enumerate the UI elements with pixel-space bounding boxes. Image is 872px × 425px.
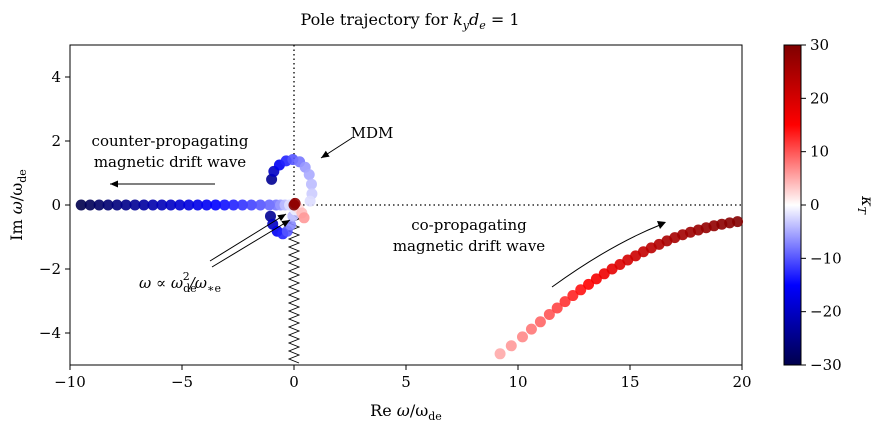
data-point-s0-p8 — [147, 199, 159, 211]
branch-cut-zigzag — [287, 214, 301, 364]
annot-co-arrow-head — [657, 221, 666, 229]
y-tick-label-3: 2 — [51, 132, 61, 150]
y-tick-label-4: 4 — [51, 68, 61, 86]
data-point-s0-p1 — [84, 199, 96, 211]
annot-omega-arrow1-shaft — [209, 213, 287, 262]
colorbar-tick-label-6: 30 — [810, 36, 829, 54]
data-point-s0-p15 — [210, 199, 222, 211]
data-point-s0-p11 — [174, 199, 186, 211]
annot-counter-line2: magnetic drift wave — [94, 153, 246, 171]
x-tick-label-6: 20 — [732, 373, 751, 391]
colorbar-gradient — [783, 44, 802, 366]
data-point-s0-p13 — [192, 199, 204, 211]
x-tick-label-3: 5 — [401, 373, 411, 391]
data-point-s4-p4 — [534, 316, 546, 328]
data-point-s0-p9 — [156, 199, 168, 211]
colorbar-tick-label-5: 20 — [810, 89, 829, 107]
data-point-s3-p4 — [289, 197, 301, 209]
annot-mdm: MDM — [351, 124, 394, 142]
colorbar: −30 −20 −10 0 10 20 30 κT — [783, 36, 872, 374]
data-point-s4-p8 — [567, 290, 579, 302]
data-point-s0-p0 — [75, 199, 87, 211]
annot-omega-arrow1-head — [277, 214, 286, 222]
data-point-s4-p10 — [583, 278, 595, 290]
plot-area: counter-propagating magnetic drift wave MD… — [39, 44, 752, 391]
colorbar-tick-label-3: 0 — [810, 196, 820, 214]
y-tick-label-0: −4 — [39, 324, 61, 342]
data-point-s2-p10 — [298, 212, 310, 224]
data-point-s4-p5 — [543, 308, 555, 320]
colorbar-tick-label-1: −20 — [810, 303, 842, 321]
x-tick-label-0: −10 — [54, 373, 86, 391]
data-point-s0-p10 — [165, 199, 177, 211]
annot-counter-arrow-head — [110, 180, 118, 188]
colorbar-tick-label-4: 10 — [810, 143, 829, 161]
annot-omega-relation: ω ∝ ωde2/ω∗e — [139, 270, 221, 295]
y-axis-label: Im ω/ωde — [7, 169, 29, 241]
annot-counter-line1: counter-propagating — [92, 132, 249, 150]
x-tick-label-5: 15 — [620, 373, 639, 391]
annot-mdm-arrow-head — [321, 150, 330, 158]
data-point-s0-p12 — [183, 199, 195, 211]
data-point-s0-p17 — [228, 199, 240, 211]
colorbar-tick-label-0: −30 — [810, 356, 842, 374]
annot-co-arrow-curve — [551, 224, 661, 288]
data-point-s0-p3 — [102, 199, 114, 211]
x-axis-label: Re ω/ωde — [370, 401, 442, 423]
chart-title: Pole trajectory for kyde = 1 — [300, 10, 519, 32]
data-point-s0-p14 — [201, 199, 213, 211]
data-point-s4-p11 — [590, 273, 602, 285]
data-point-s4-p2 — [516, 331, 528, 343]
data-point-s0-p5 — [120, 199, 132, 211]
x-tick-label-2: 0 — [289, 373, 299, 391]
data-point-s4-p29 — [732, 216, 744, 228]
y-tick-label-2: 0 — [51, 196, 61, 214]
data-point-s4-p0 — [494, 348, 506, 360]
annot-omega-arrow2-head — [281, 220, 290, 228]
data-point-s1-p8 — [305, 178, 317, 190]
annot-co-line2: magnetic drift wave — [393, 237, 545, 255]
data-point-s4-p9 — [575, 284, 587, 296]
annot-omega-arrow2-shaft — [211, 219, 291, 268]
data-point-s4-p1 — [505, 340, 517, 352]
y-tick-label-1: −2 — [39, 260, 61, 278]
x-tick-label-4: 10 — [508, 373, 527, 391]
data-point-s0-p16 — [219, 199, 231, 211]
data-point-s0-p2 — [93, 199, 105, 211]
data-point-s0-p18 — [236, 199, 248, 211]
x-tick-label-1: −5 — [171, 373, 193, 391]
data-point-s0-p20 — [254, 199, 266, 211]
data-point-s4-p3 — [525, 323, 537, 335]
colorbar-tick-label-2: −10 — [810, 249, 842, 267]
data-point-s0-p4 — [111, 199, 123, 211]
data-point-s1-p10 — [304, 195, 316, 207]
data-point-s0-p7 — [138, 199, 150, 211]
colorbar-label: κT — [855, 195, 872, 216]
data-point-s1-p7 — [303, 169, 315, 181]
annot-co-line1: co-propagating — [411, 216, 527, 234]
data-point-s4-p6 — [551, 302, 563, 314]
data-point-s0-p6 — [129, 199, 141, 211]
data-point-s0-p19 — [245, 199, 257, 211]
data-point-s4-p7 — [559, 296, 571, 308]
